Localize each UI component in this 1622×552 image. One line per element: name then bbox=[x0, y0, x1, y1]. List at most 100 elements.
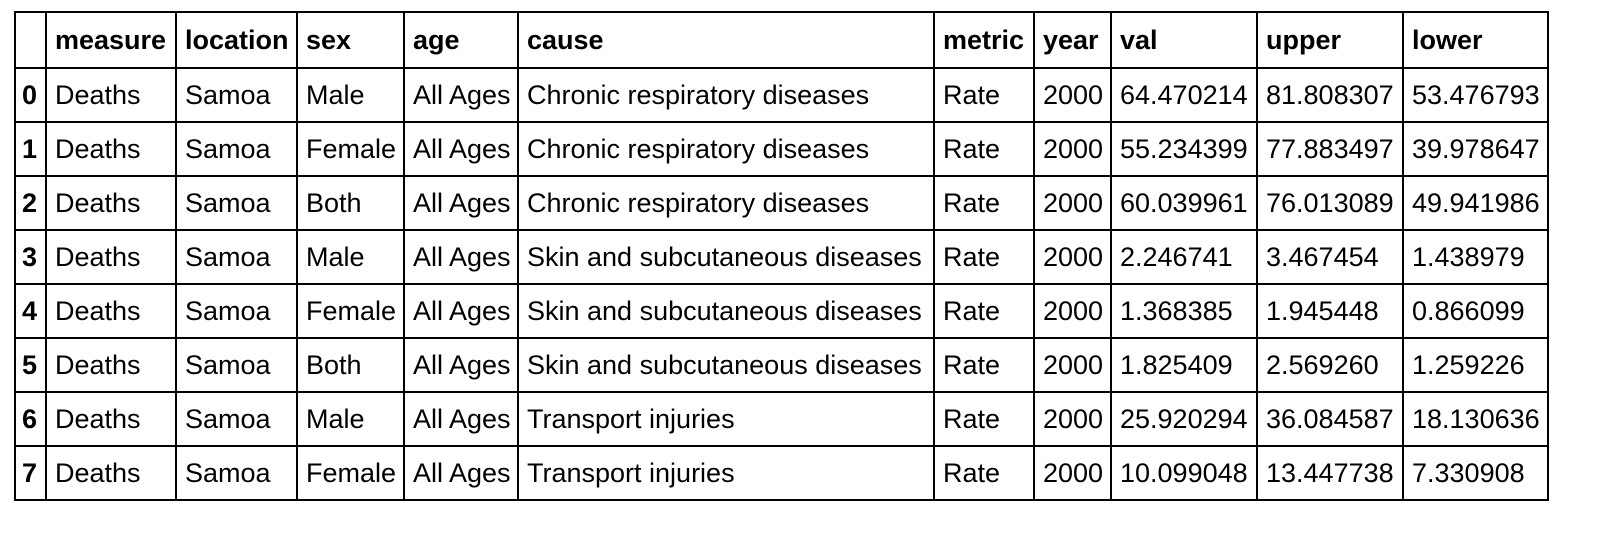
cell-age: All Ages bbox=[403, 175, 519, 231]
header-row: measure location sex age cause metric ye… bbox=[14, 11, 1549, 69]
table-row: 6 Deaths Samoa Male All Ages Transport injuri… bbox=[14, 391, 1549, 447]
row-index-cell: 3 bbox=[14, 229, 47, 285]
cell-cause: Chronic respiratory diseases bbox=[517, 67, 935, 123]
table-row: 1 Deaths Samoa Female All Ages Chronic respir… bbox=[14, 121, 1549, 177]
cell-year: 2000 bbox=[1033, 391, 1112, 447]
table-row: 0 Deaths Samoa Male All Ages Chronic respirat… bbox=[14, 67, 1549, 123]
header-cell-index bbox=[14, 11, 47, 69]
cell-year: 2000 bbox=[1033, 67, 1112, 123]
table-row: 2 Deaths Samoa Both All Ages Chronic respirat… bbox=[14, 175, 1549, 231]
cell-location: Samoa bbox=[175, 229, 298, 285]
table-row: 7 Deaths Samoa Female All Ages Transport inju… bbox=[14, 445, 1549, 501]
cell-lower: 1.438979 bbox=[1402, 229, 1549, 285]
cell-age: All Ages bbox=[403, 445, 519, 501]
header-cell-val: val bbox=[1110, 11, 1258, 69]
cell-age: All Ages bbox=[403, 337, 519, 393]
cell-upper: 76.013089 bbox=[1256, 175, 1404, 231]
cell-location: Samoa bbox=[175, 121, 298, 177]
header-cell-location: location bbox=[175, 11, 298, 69]
cell-upper: 1.945448 bbox=[1256, 283, 1404, 339]
cell-lower: 53.476793 bbox=[1402, 67, 1549, 123]
dataframe-container: measure location sex age cause metric ye… bbox=[14, 11, 1549, 501]
cell-val: 1.368385 bbox=[1110, 283, 1258, 339]
cell-location: Samoa bbox=[175, 337, 298, 393]
cell-location: Samoa bbox=[175, 391, 298, 447]
table-row: 3 Deaths Samoa Male All Ages Skin and subcuta… bbox=[14, 229, 1549, 285]
cell-upper: 2.569260 bbox=[1256, 337, 1404, 393]
cell-sex: Male bbox=[296, 67, 405, 123]
cell-val: 25.920294 bbox=[1110, 391, 1258, 447]
cell-cause: Chronic respiratory diseases bbox=[517, 175, 935, 231]
table-row: 4 Deaths Samoa Female All Ages Skin and subcu… bbox=[14, 283, 1549, 339]
cell-sex: Both bbox=[296, 175, 405, 231]
header-cell-metric: metric bbox=[933, 11, 1035, 69]
cell-metric: Rate bbox=[933, 67, 1035, 123]
cell-year: 2000 bbox=[1033, 445, 1112, 501]
cell-measure: Deaths bbox=[45, 445, 177, 501]
cell-sex: Female bbox=[296, 445, 405, 501]
row-index-cell: 6 bbox=[14, 391, 47, 447]
cell-upper: 36.084587 bbox=[1256, 391, 1404, 447]
cell-val: 64.470214 bbox=[1110, 67, 1258, 123]
cell-metric: Rate bbox=[933, 283, 1035, 339]
table-row: 5 Deaths Samoa Both All Ages Skin and subcuta… bbox=[14, 337, 1549, 393]
cell-val: 2.246741 bbox=[1110, 229, 1258, 285]
cell-lower: 18.130636 bbox=[1402, 391, 1549, 447]
row-index-cell: 5 bbox=[14, 337, 47, 393]
header-cell-age: age bbox=[403, 11, 519, 69]
dataframe-table: measure location sex age cause metric ye… bbox=[14, 11, 1549, 501]
cell-upper: 77.883497 bbox=[1256, 121, 1404, 177]
cell-age: All Ages bbox=[403, 67, 519, 123]
cell-val: 60.039961 bbox=[1110, 175, 1258, 231]
cell-cause: Transport injuries bbox=[517, 445, 935, 501]
cell-val: 1.825409 bbox=[1110, 337, 1258, 393]
cell-lower: 49.941986 bbox=[1402, 175, 1549, 231]
cell-location: Samoa bbox=[175, 175, 298, 231]
table-header: measure location sex age cause metric ye… bbox=[14, 11, 1549, 69]
header-cell-cause: cause bbox=[517, 11, 935, 69]
cell-cause: Skin and subcutaneous diseases bbox=[517, 337, 935, 393]
cell-metric: Rate bbox=[933, 337, 1035, 393]
header-cell-measure: measure bbox=[45, 11, 177, 69]
cell-val: 55.234399 bbox=[1110, 121, 1258, 177]
row-index-cell: 4 bbox=[14, 283, 47, 339]
cell-sex: Female bbox=[296, 283, 405, 339]
cell-year: 2000 bbox=[1033, 229, 1112, 285]
row-index-cell: 2 bbox=[14, 175, 47, 231]
cell-upper: 3.467454 bbox=[1256, 229, 1404, 285]
row-index-cell: 0 bbox=[14, 67, 47, 123]
cell-measure: Deaths bbox=[45, 67, 177, 123]
cell-measure: Deaths bbox=[45, 175, 177, 231]
cell-age: All Ages bbox=[403, 121, 519, 177]
cell-sex: Male bbox=[296, 391, 405, 447]
cell-year: 2000 bbox=[1033, 175, 1112, 231]
cell-metric: Rate bbox=[933, 175, 1035, 231]
row-index-cell: 7 bbox=[14, 445, 47, 501]
cell-measure: Deaths bbox=[45, 337, 177, 393]
cell-measure: Deaths bbox=[45, 391, 177, 447]
cell-cause: Chronic respiratory diseases bbox=[517, 121, 935, 177]
cell-sex: Female bbox=[296, 121, 405, 177]
cell-sex: Male bbox=[296, 229, 405, 285]
cell-upper: 13.447738 bbox=[1256, 445, 1404, 501]
cell-location: Samoa bbox=[175, 283, 298, 339]
header-cell-sex: sex bbox=[296, 11, 405, 69]
cell-val: 10.099048 bbox=[1110, 445, 1258, 501]
cell-upper: 81.808307 bbox=[1256, 67, 1404, 123]
cell-lower: 7.330908 bbox=[1402, 445, 1549, 501]
cell-year: 2000 bbox=[1033, 121, 1112, 177]
cell-metric: Rate bbox=[933, 229, 1035, 285]
cell-location: Samoa bbox=[175, 67, 298, 123]
cell-cause: Skin and subcutaneous diseases bbox=[517, 283, 935, 339]
cell-year: 2000 bbox=[1033, 283, 1112, 339]
header-cell-year: year bbox=[1033, 11, 1112, 69]
cell-measure: Deaths bbox=[45, 283, 177, 339]
header-cell-upper: upper bbox=[1256, 11, 1404, 69]
cell-year: 2000 bbox=[1033, 337, 1112, 393]
cell-age: All Ages bbox=[403, 283, 519, 339]
cell-metric: Rate bbox=[933, 121, 1035, 177]
cell-measure: Deaths bbox=[45, 121, 177, 177]
cell-metric: Rate bbox=[933, 391, 1035, 447]
cell-cause: Transport injuries bbox=[517, 391, 935, 447]
cell-cause: Skin and subcutaneous diseases bbox=[517, 229, 935, 285]
